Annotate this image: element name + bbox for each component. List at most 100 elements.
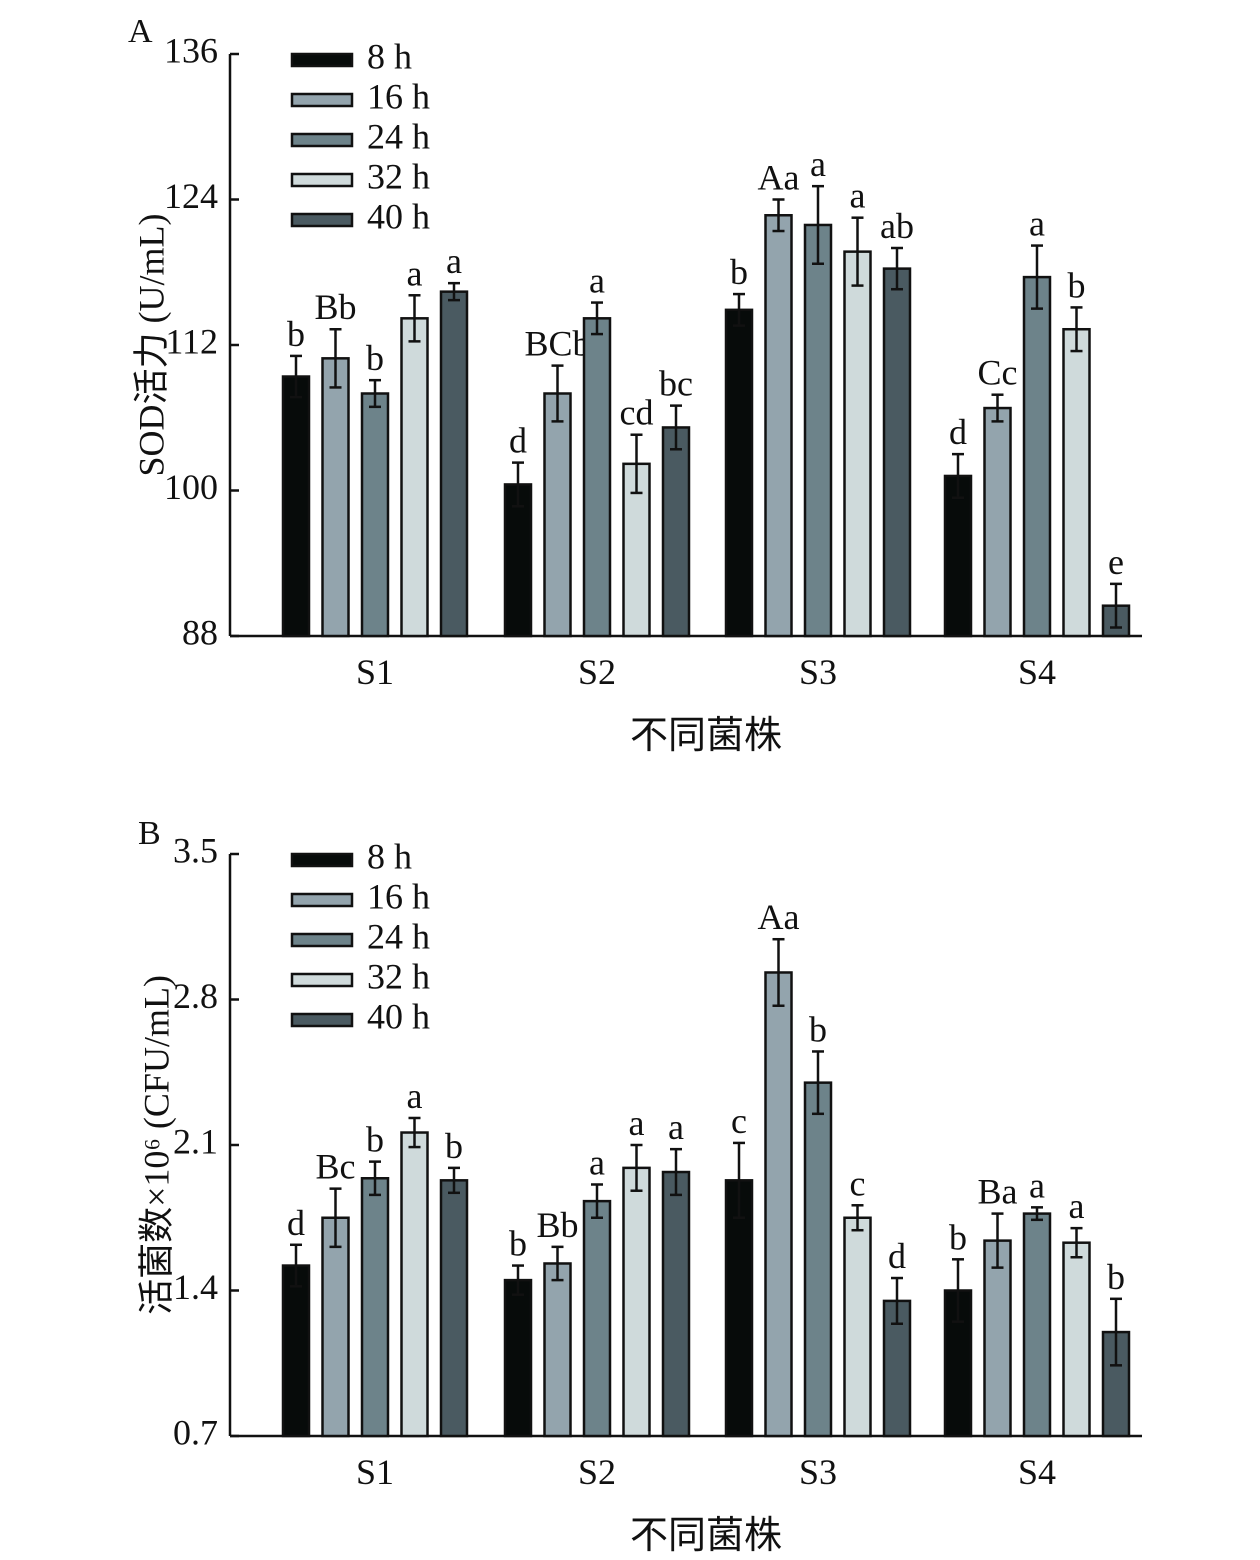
y-axis-label: 活菌数×10⁶ (CFU/mL) [136,975,176,1315]
significance-label: a [446,241,462,281]
significance-label: b [509,1224,527,1264]
legend-label: 16 h [367,76,430,116]
x-axis-label: 不同菌株 [630,1515,782,1557]
bar [724,1179,754,1438]
legend-swatch [290,892,354,908]
significance-label: a [407,253,423,293]
significance-label: d [509,421,527,461]
bar [983,1239,1012,1438]
bar [503,1278,533,1438]
legend-label: 40 h [367,996,430,1036]
panel-label: A [128,13,153,50]
panel-label: B [138,815,161,852]
bar [764,971,793,1438]
y-axis-label: SOD活力 (U/mL) [131,214,171,477]
bar [582,317,612,638]
x-tick-label: S1 [356,1452,394,1492]
significance-label: Bb [314,287,356,327]
significance-label: Cc [978,353,1018,393]
legend-label: 24 h [367,916,430,956]
significance-label: b [445,1126,463,1166]
bar [882,267,912,638]
legend-swatch [290,172,354,188]
bar [764,214,793,638]
significance-label: d [287,1203,305,1243]
significance-label: Aa [758,897,800,937]
x-tick-label: S4 [1018,652,1056,692]
significance-label: bc [659,364,693,404]
bar [1022,275,1052,638]
significance-label: d [888,1236,906,1276]
significance-label: Aa [758,158,800,198]
significance-label: b [949,1217,967,1257]
bar [400,317,429,638]
significance-label: a [668,1107,684,1147]
bar [661,426,691,638]
x-tick-label: S3 [799,1452,837,1492]
bar [803,223,833,638]
significance-label: b [809,1009,827,1049]
bar [281,1264,311,1438]
bar [321,1216,350,1438]
legend-label: 8 h [367,836,412,876]
chart-panel-b: B 0.7 1.4 2.1 2.8 3.5 活菌数×10⁶ (CFU/mL) S1 S2 S3 S4… [136,815,1142,1557]
bar [400,1131,429,1438]
y-tick-label: 136 [164,30,218,70]
bar [1022,1212,1052,1438]
bar [1062,327,1091,638]
y-tick-label: 100 [164,467,218,507]
y-tick-label: 0.7 [173,1412,218,1452]
legend-label: 32 h [367,156,430,196]
bar [582,1199,612,1438]
chart-panel-a: A 88 100 112 124 136 SOD活力 (U/mL) S1 S2 S3 S4 不同菌株 b… [128,13,1142,757]
y-tick-label: 3.5 [173,830,218,870]
bar [503,483,533,638]
significance-label: d [949,412,967,452]
legend-swatch [290,1012,354,1028]
significance-label: b [366,1120,384,1160]
significance-label: a [810,144,826,184]
bar [360,1177,390,1438]
significance-label: a [589,261,605,301]
bar [983,406,1012,638]
significance-label: a [1069,1186,1085,1226]
bar [439,1179,469,1438]
x-axis-label: 不同菌株 [630,715,782,757]
x-tick-label: S2 [578,652,616,692]
significance-label: c [850,1163,866,1203]
significance-label: a [850,176,866,216]
significance-label: Bc [316,1147,356,1187]
x-tick-label: S3 [799,652,837,692]
legend-swatch [290,132,354,148]
bar [1101,1330,1131,1438]
legend-label: 16 h [367,876,430,916]
legend-label: 8 h [367,36,412,76]
y-tick-label: 2.8 [173,976,218,1016]
significance-label: b [730,252,748,292]
significance-label: a [1029,204,1045,244]
significance-label: cd [620,393,654,433]
y-tick-label: 88 [182,612,218,652]
legend-swatch [290,972,354,988]
y-tick-label: 2.1 [173,1121,218,1161]
x-tick-label: S2 [578,1452,616,1492]
bar [724,308,754,638]
legend-swatch [290,932,354,948]
legend-swatch [290,92,354,108]
significance-label: e [1108,542,1124,582]
significance-label: b [287,314,305,354]
bar [1062,1241,1091,1438]
bar [360,392,390,638]
significance-label: a [407,1076,423,1116]
bar [321,357,350,638]
x-tick-label: S1 [356,652,394,692]
legend-swatch [290,212,354,228]
y-tick-label: 1.4 [173,1267,218,1307]
legend-swatch [290,852,354,868]
legend-label: 40 h [367,196,430,236]
significance-label: ab [880,206,914,246]
bar [281,375,311,638]
bar [622,1166,651,1438]
y-tick-label: 124 [164,176,218,216]
